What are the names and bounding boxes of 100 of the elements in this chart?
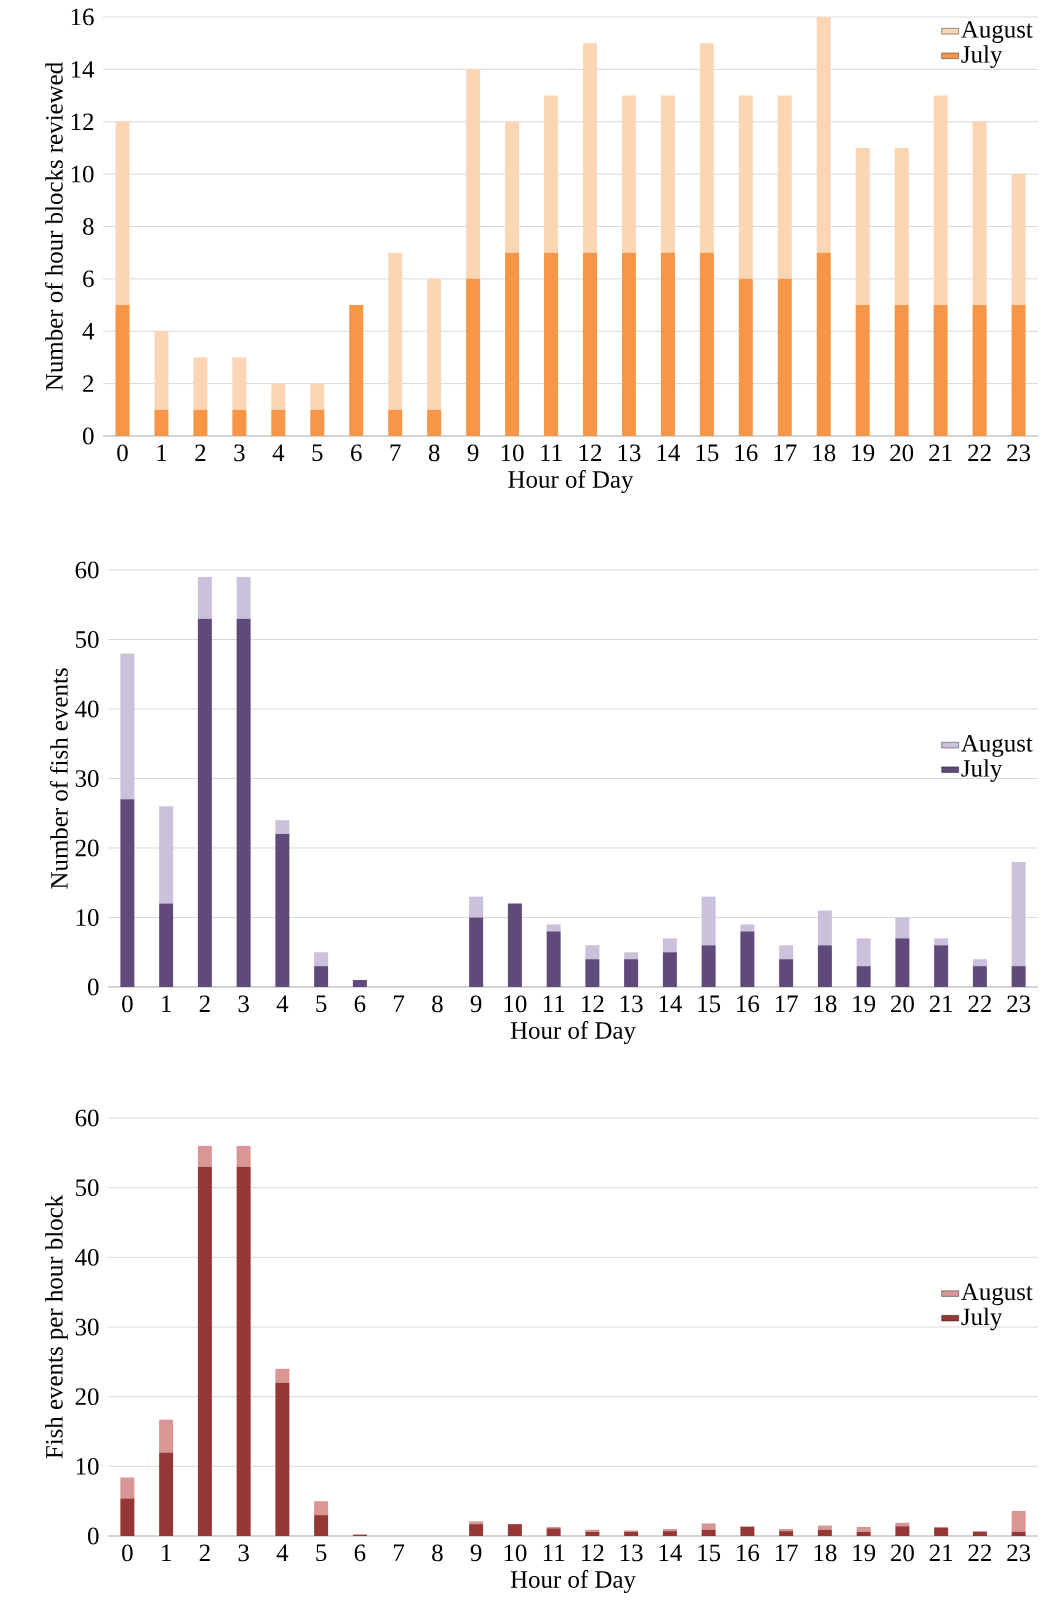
bar — [701, 1523, 716, 1530]
x-tick-label: 6 — [354, 1544, 366, 1562]
x-tick-label: 18 — [814, 995, 837, 1013]
bar — [505, 121, 520, 253]
x-tick-label: 3 — [238, 1544, 249, 1562]
x-axis-title: Hour of Day — [510, 1570, 636, 1594]
y-tick-label: 0 — [83, 427, 94, 445]
bar — [314, 952, 329, 967]
bar — [662, 938, 677, 953]
bar — [738, 95, 753, 279]
x-tick-label: 0 — [122, 995, 133, 1013]
bar — [275, 820, 290, 835]
bar — [895, 1526, 910, 1536]
x-tick-label: 20 — [891, 995, 914, 1013]
bar — [701, 896, 716, 946]
x-tick-label: 9 — [470, 1544, 482, 1562]
x-tick-label: 7 — [394, 995, 405, 1012]
x-tick-label: 6 — [354, 995, 366, 1013]
bar — [507, 1524, 522, 1536]
bar — [779, 945, 794, 960]
x-tick-label: 3 — [238, 995, 249, 1013]
bar — [469, 917, 484, 987]
bar — [740, 924, 755, 932]
y-tick-label: 10 — [76, 909, 99, 926]
bar — [621, 252, 636, 436]
x-tick-label: 8 — [428, 444, 440, 462]
y-tick-label: 30 — [75, 770, 99, 787]
bar — [120, 799, 135, 987]
legend-label: July — [961, 1307, 1003, 1331]
bar — [621, 95, 636, 253]
bar — [232, 409, 247, 436]
x-tick-label: 1 — [157, 444, 167, 461]
x-tick-label: 8 — [432, 1544, 443, 1562]
x-tick-label: 10 — [504, 995, 527, 1013]
bar — [933, 95, 948, 306]
bar — [779, 1529, 794, 1532]
bar — [310, 409, 325, 436]
bar — [662, 1531, 677, 1536]
bar — [275, 834, 290, 987]
bar — [544, 95, 559, 253]
x-tick-label: 21 — [929, 1544, 953, 1561]
y-tick-label: 50 — [76, 1179, 99, 1197]
bar — [1011, 1531, 1026, 1536]
x-tick-label: 16 — [735, 444, 758, 462]
x-axis-title: Hour of Day — [510, 1021, 636, 1045]
bar — [816, 252, 831, 436]
x-tick-label: 14 — [659, 995, 682, 1012]
bar — [193, 357, 208, 410]
bar — [271, 409, 286, 436]
x-tick-label: 13 — [620, 1544, 643, 1562]
bar — [660, 252, 675, 436]
bar — [817, 1529, 832, 1536]
bar — [856, 1531, 871, 1536]
bar — [469, 896, 484, 918]
bar — [816, 16, 831, 253]
x-tick-label: 7 — [394, 1544, 405, 1561]
bar — [1011, 861, 1026, 967]
bar — [660, 95, 675, 253]
bar — [236, 1166, 251, 1536]
bar — [427, 278, 442, 410]
x-tick-label: 11 — [541, 444, 562, 461]
bar — [275, 1382, 290, 1536]
bar — [894, 147, 909, 306]
x-tick-label: 21 — [929, 444, 952, 461]
bar — [154, 331, 169, 410]
legend-label: July — [961, 759, 1003, 782]
x-tick-label: 22 — [968, 444, 991, 461]
x-tick-label: 2 — [199, 995, 210, 1012]
x-tick-label: 6 — [351, 444, 362, 462]
x-tick-label: 19 — [853, 995, 876, 1013]
bar — [972, 966, 987, 987]
y-tick-label: 40 — [75, 700, 99, 718]
bar — [699, 252, 714, 436]
x-tick-label: 15 — [696, 444, 719, 462]
bar — [236, 576, 251, 619]
bar — [624, 952, 639, 960]
y-tick-label: 2 — [83, 375, 94, 392]
bar — [817, 1525, 832, 1530]
bar — [159, 1452, 174, 1536]
x-tick-label: 12 — [582, 1544, 604, 1561]
bar — [855, 147, 870, 306]
bar — [120, 653, 135, 800]
bar — [546, 924, 561, 932]
bar — [232, 357, 247, 410]
bar — [120, 1498, 135, 1536]
bar — [466, 69, 481, 279]
y-axis-title: Number of fish events — [50, 668, 68, 889]
x-tick-label: 13 — [620, 995, 643, 1013]
bar — [159, 903, 174, 987]
bar — [154, 409, 169, 436]
x-tick-label: 13 — [618, 444, 641, 462]
y-tick-label: 60 — [75, 561, 99, 579]
bar — [738, 278, 753, 436]
x-tick-label: 12 — [582, 995, 604, 1012]
x-tick-label: 5 — [312, 444, 323, 462]
bar — [895, 917, 910, 939]
x-tick-label: 23 — [1007, 995, 1031, 1013]
x-tick-label: 4 — [276, 995, 289, 1012]
bar — [236, 1145, 251, 1167]
bar — [934, 938, 949, 946]
